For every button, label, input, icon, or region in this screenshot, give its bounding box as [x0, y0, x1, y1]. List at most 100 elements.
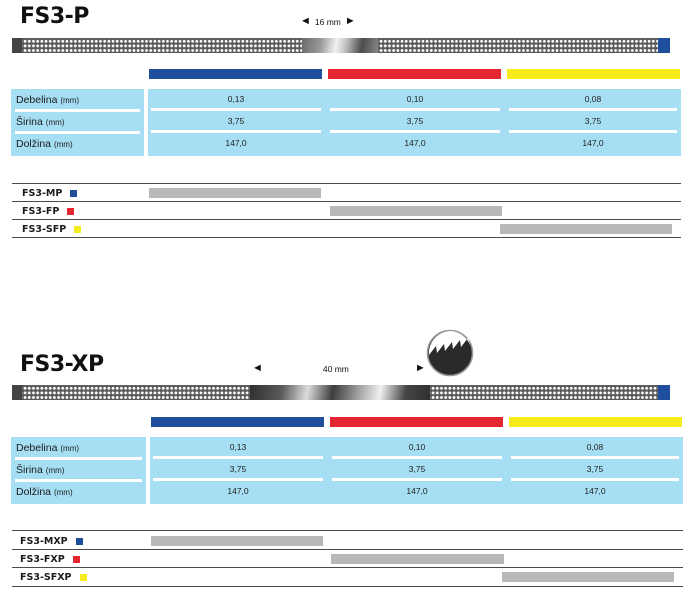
strip-perforated-right — [378, 38, 658, 53]
row-label-thickness: Debelina (mm) — [16, 94, 79, 106]
row-separator — [153, 478, 323, 481]
table-cell: 147,0 — [225, 138, 247, 148]
model-name: FS3-SFXP — [20, 572, 72, 583]
arrow-left-icon: ◄ — [300, 15, 311, 27]
table-cell: 3,75 — [408, 464, 426, 474]
strip-perforated-left — [22, 38, 302, 53]
model-label: FS3-MP — [22, 187, 78, 200]
row-label-text: Širina — [16, 464, 43, 476]
row-separator — [153, 456, 323, 459]
table-cell: 3,75 — [584, 116, 602, 126]
model-label: FS3-SFXP — [20, 571, 87, 584]
table-cell: 3,75 — [229, 464, 247, 474]
divider-line — [12, 549, 683, 550]
row-label-text: Širina — [16, 116, 43, 128]
length-label: 40 mm — [322, 363, 349, 374]
row-unit: (mm) — [60, 444, 80, 453]
color-square-blue — [75, 538, 83, 545]
table-cell: 0,13 — [227, 94, 245, 104]
row-label-text: Debelina — [16, 94, 58, 106]
table-cell: 147,0 — [582, 138, 604, 148]
row-separator — [509, 130, 677, 133]
model-range-bar — [330, 206, 502, 216]
divider-line — [12, 183, 681, 184]
arrow-right-icon: ► — [344, 15, 356, 27]
row-separator — [332, 456, 502, 459]
table-cell: 0,08 — [586, 442, 604, 452]
strip-perforated-right — [430, 385, 658, 400]
spec-table: Debelina (mm) Širina (mm) Dolžina (mm) 0… — [11, 437, 683, 504]
length-label: 16 mm — [314, 16, 341, 27]
row-unit: (mm) — [60, 96, 80, 105]
row-label-text: Debelina — [16, 442, 58, 454]
model-name: FS3-MXP — [20, 536, 68, 547]
table-cell: 147,0 — [404, 138, 426, 148]
table-cell: 0,10 — [406, 94, 424, 104]
section-title: FS3-XP — [20, 352, 104, 377]
table-cell: 0,13 — [229, 442, 247, 452]
row-separator — [151, 130, 321, 133]
table-cell: 147,0 — [584, 486, 606, 496]
model-range-bar — [331, 554, 504, 564]
table-cell: 0,08 — [584, 94, 602, 104]
divider-line — [12, 567, 683, 568]
section-title: FS3-P — [20, 4, 89, 29]
row-separator — [151, 108, 321, 111]
row-label-text: Dolžina — [16, 138, 52, 150]
row-separator — [15, 109, 140, 112]
divider-line — [12, 530, 683, 531]
strip-perforated-left — [22, 385, 250, 400]
strip-color-tip — [658, 38, 670, 53]
color-square-yellow — [79, 574, 87, 581]
arrow-left-icon: ◄ — [252, 362, 263, 374]
table-cell: 3,75 — [406, 116, 424, 126]
row-unit: (mm) — [53, 488, 73, 497]
row-label-thickness: Debelina (mm) — [16, 442, 79, 454]
model-range-bar — [502, 572, 674, 582]
color-square-yellow — [74, 226, 82, 233]
divider-line — [12, 586, 683, 587]
table-cell: 0,10 — [408, 442, 426, 452]
row-separator — [330, 130, 500, 133]
table-cell: 3,75 — [227, 116, 245, 126]
table-divider — [144, 89, 148, 156]
color-bar-red — [330, 417, 503, 427]
row-separator — [15, 457, 142, 460]
serrated-edge-icon — [426, 329, 474, 377]
color-bar-blue — [151, 417, 324, 427]
row-separator — [15, 479, 142, 482]
row-label-length: Dolžina (mm) — [16, 486, 73, 498]
row-separator — [511, 456, 679, 459]
table-divider — [146, 437, 150, 504]
model-name: FS3-MP — [22, 188, 63, 199]
model-label: FS3-SFP — [22, 223, 82, 236]
arrow-right-icon: ► — [414, 362, 426, 374]
length-indicator: ◄ 40 mm ► — [252, 363, 426, 374]
model-range-bar — [151, 536, 323, 546]
strip-end — [12, 385, 22, 400]
table-cell: 147,0 — [406, 486, 428, 496]
file-strip-image — [12, 38, 670, 53]
row-separator — [511, 478, 679, 481]
divider-line — [12, 237, 681, 238]
model-label: FS3-FP — [22, 205, 75, 218]
row-label-width: Širina (mm) — [16, 464, 64, 476]
strip-cutting-area — [302, 38, 378, 53]
model-range-bar — [149, 188, 321, 198]
color-bar-yellow — [509, 417, 682, 427]
row-label-text: Dolžina — [16, 486, 52, 498]
model-name: FS3-FXP — [20, 554, 65, 565]
strip-color-tip — [658, 385, 670, 400]
spec-table: Debelina (mm) Širina (mm) Dolžina (mm) 0… — [11, 89, 681, 156]
table-cell: 3,75 — [586, 464, 604, 474]
length-indicator: ◄ 16 mm ► — [300, 16, 356, 27]
row-separator — [509, 108, 677, 111]
model-range-bar — [500, 224, 672, 234]
color-square-red — [72, 556, 80, 563]
model-label: FS3-FXP — [20, 553, 80, 566]
color-square-blue — [70, 190, 78, 197]
row-separator — [332, 478, 502, 481]
row-unit: (mm) — [53, 140, 73, 149]
divider-line — [12, 201, 681, 202]
model-label: FS3-MXP — [20, 535, 83, 548]
